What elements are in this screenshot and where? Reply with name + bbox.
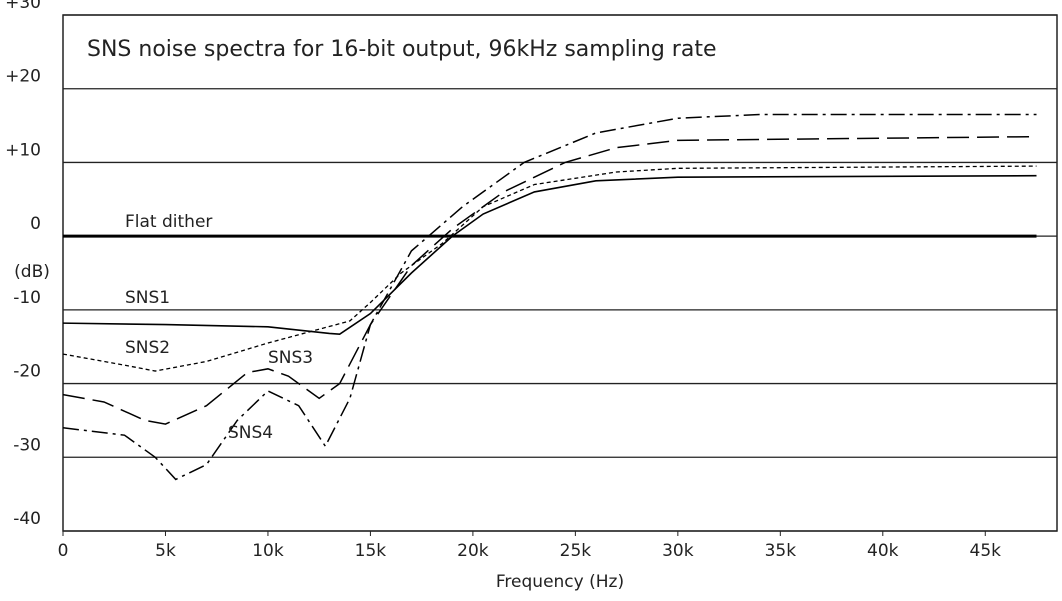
series-line [62, 174, 1037, 336]
x-tick-label: 0 [58, 541, 69, 561]
x-tick-label: 40k [867, 541, 899, 561]
series-label: SNS1 [125, 288, 170, 308]
x-tick-label: 35k [765, 541, 797, 561]
series-label: SNS3 [268, 348, 313, 368]
y-tick-label: +30 [5, 0, 41, 13]
x-tick-label: 30k [662, 541, 694, 561]
x-tick-label: 45k [970, 541, 1002, 561]
y-tick-label: -10 [13, 288, 41, 308]
series-line [62, 113, 1037, 481]
y-tick-label: 0 [30, 214, 41, 234]
y-axis-label: (dB) [14, 262, 50, 282]
y-tick-label: +20 [5, 67, 41, 87]
y-tick-label: -40 [13, 509, 41, 529]
x-tick-label: 5k [155, 541, 176, 561]
x-tick-label: 25k [560, 541, 592, 561]
series-label: SNS2 [125, 338, 170, 358]
x-tick-label: 20k [457, 541, 489, 561]
series-line [62, 165, 1037, 372]
chart-title: SNS noise spectra for 16-bit output, 96k… [87, 37, 716, 62]
plot-frame [62, 14, 1058, 532]
y-tick-label: -20 [13, 362, 41, 382]
series-line [62, 135, 1037, 425]
x-axis-label: Frequency (Hz) [496, 572, 624, 592]
y-tick-label: -30 [13, 435, 41, 455]
series-label: Flat dither [125, 212, 212, 232]
y-tick-label: +10 [5, 140, 41, 160]
x-tick-label: 10k [252, 541, 284, 561]
series-label: SNS4 [228, 423, 273, 443]
x-tick-label: 15k [355, 541, 387, 561]
